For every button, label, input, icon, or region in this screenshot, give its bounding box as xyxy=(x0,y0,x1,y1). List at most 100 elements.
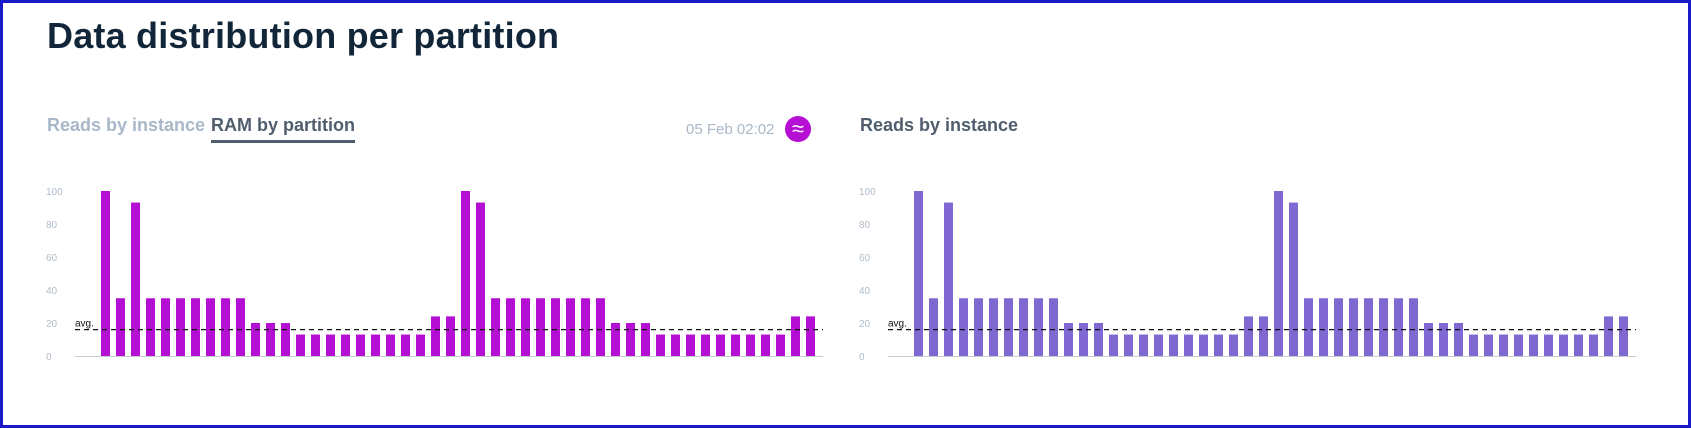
bar xyxy=(131,202,140,356)
bar xyxy=(1229,334,1238,356)
bar xyxy=(1439,323,1448,356)
bar xyxy=(446,316,455,356)
bar xyxy=(1409,298,1418,356)
bar xyxy=(656,334,665,356)
bar xyxy=(929,298,938,356)
panel-heading-reads-by-instance: Reads by instance xyxy=(860,115,1019,135)
bar xyxy=(431,316,440,356)
timestamp-label: 05 Feb 02:02 xyxy=(686,121,775,138)
bar xyxy=(326,334,335,356)
bar xyxy=(371,334,380,356)
bar xyxy=(1604,316,1613,356)
bar xyxy=(686,334,695,356)
bar xyxy=(536,298,545,356)
bar xyxy=(716,334,725,356)
y-tick-label: 100 xyxy=(859,187,876,198)
y-tick-label: 40 xyxy=(46,286,58,297)
bar xyxy=(1139,334,1148,356)
bar xyxy=(401,334,410,356)
bar xyxy=(1544,334,1553,356)
bar xyxy=(974,298,983,356)
bar xyxy=(1154,334,1163,356)
tab-ram-by-partition[interactable]: RAM by partition xyxy=(211,115,355,143)
bar xyxy=(1019,298,1028,356)
bar xyxy=(1319,298,1328,356)
bar xyxy=(161,298,170,356)
approx-icon: ≈ xyxy=(791,116,805,141)
bar xyxy=(1259,316,1268,356)
bar xyxy=(581,298,590,356)
bar xyxy=(1064,323,1073,356)
bar xyxy=(296,334,305,356)
bar xyxy=(1589,334,1598,356)
bar xyxy=(701,334,710,356)
bar xyxy=(491,298,500,356)
bar xyxy=(521,298,530,356)
y-tick-label: 60 xyxy=(46,253,58,264)
bar xyxy=(1559,334,1568,356)
bar xyxy=(776,334,785,356)
reads-by-instance-chart: 0 20 40 60 80 100 avg. xyxy=(859,187,1636,361)
bar xyxy=(221,298,230,356)
bar xyxy=(596,298,605,356)
bar xyxy=(506,298,515,356)
bar xyxy=(1274,191,1283,356)
bar xyxy=(1469,334,1478,356)
y-tick-label: 0 xyxy=(46,352,52,361)
tab-reads-by-instance[interactable]: Reads by instance xyxy=(47,115,206,135)
approx-toggle-button[interactable]: ≈ xyxy=(785,116,811,142)
bar xyxy=(206,298,215,356)
bar xyxy=(311,334,320,356)
bar xyxy=(236,298,245,356)
y-tick-label: 80 xyxy=(859,220,871,231)
bar xyxy=(251,323,260,356)
y-tick-label: 80 xyxy=(46,220,58,231)
bar xyxy=(1304,298,1313,356)
bar xyxy=(266,323,275,356)
y-tick-label: 40 xyxy=(859,286,871,297)
bar xyxy=(989,298,998,356)
bar xyxy=(191,298,200,356)
bar xyxy=(1079,323,1088,356)
bar xyxy=(1529,334,1538,356)
page-title: Data distribution per partition xyxy=(47,15,560,56)
bar xyxy=(1004,298,1013,356)
bar xyxy=(356,334,365,356)
bar xyxy=(944,202,953,356)
bar xyxy=(1514,334,1523,356)
bar xyxy=(641,323,650,356)
bar xyxy=(1334,298,1343,356)
bar xyxy=(1199,334,1208,356)
avg-label: avg. xyxy=(75,319,94,330)
bar xyxy=(1169,334,1178,356)
bar xyxy=(1289,202,1298,356)
bar xyxy=(386,334,395,356)
bar xyxy=(1484,334,1493,356)
bar xyxy=(176,298,185,356)
y-tick-label: 100 xyxy=(46,187,63,198)
bar xyxy=(1184,334,1193,356)
bar xyxy=(1379,298,1388,356)
bar xyxy=(746,334,755,356)
bar xyxy=(611,323,620,356)
bar xyxy=(1349,298,1358,356)
bar xyxy=(761,334,770,356)
bar xyxy=(416,334,425,356)
bar xyxy=(1244,316,1253,356)
bar xyxy=(791,316,800,356)
avg-label: avg. xyxy=(888,319,907,330)
y-tick-label: 20 xyxy=(859,319,871,330)
y-tick-label: 60 xyxy=(859,253,871,264)
bar xyxy=(731,334,740,356)
bar xyxy=(806,316,815,356)
bar xyxy=(1094,323,1103,356)
bar xyxy=(476,202,485,356)
bar xyxy=(1049,298,1058,356)
bar xyxy=(1454,323,1463,356)
bar xyxy=(1574,334,1583,356)
bar xyxy=(1619,316,1628,356)
bar xyxy=(461,191,470,356)
bar xyxy=(1034,298,1043,356)
ram-by-partition-chart: 0 20 40 60 80 100 avg. xyxy=(46,187,823,361)
bar xyxy=(1394,298,1403,356)
